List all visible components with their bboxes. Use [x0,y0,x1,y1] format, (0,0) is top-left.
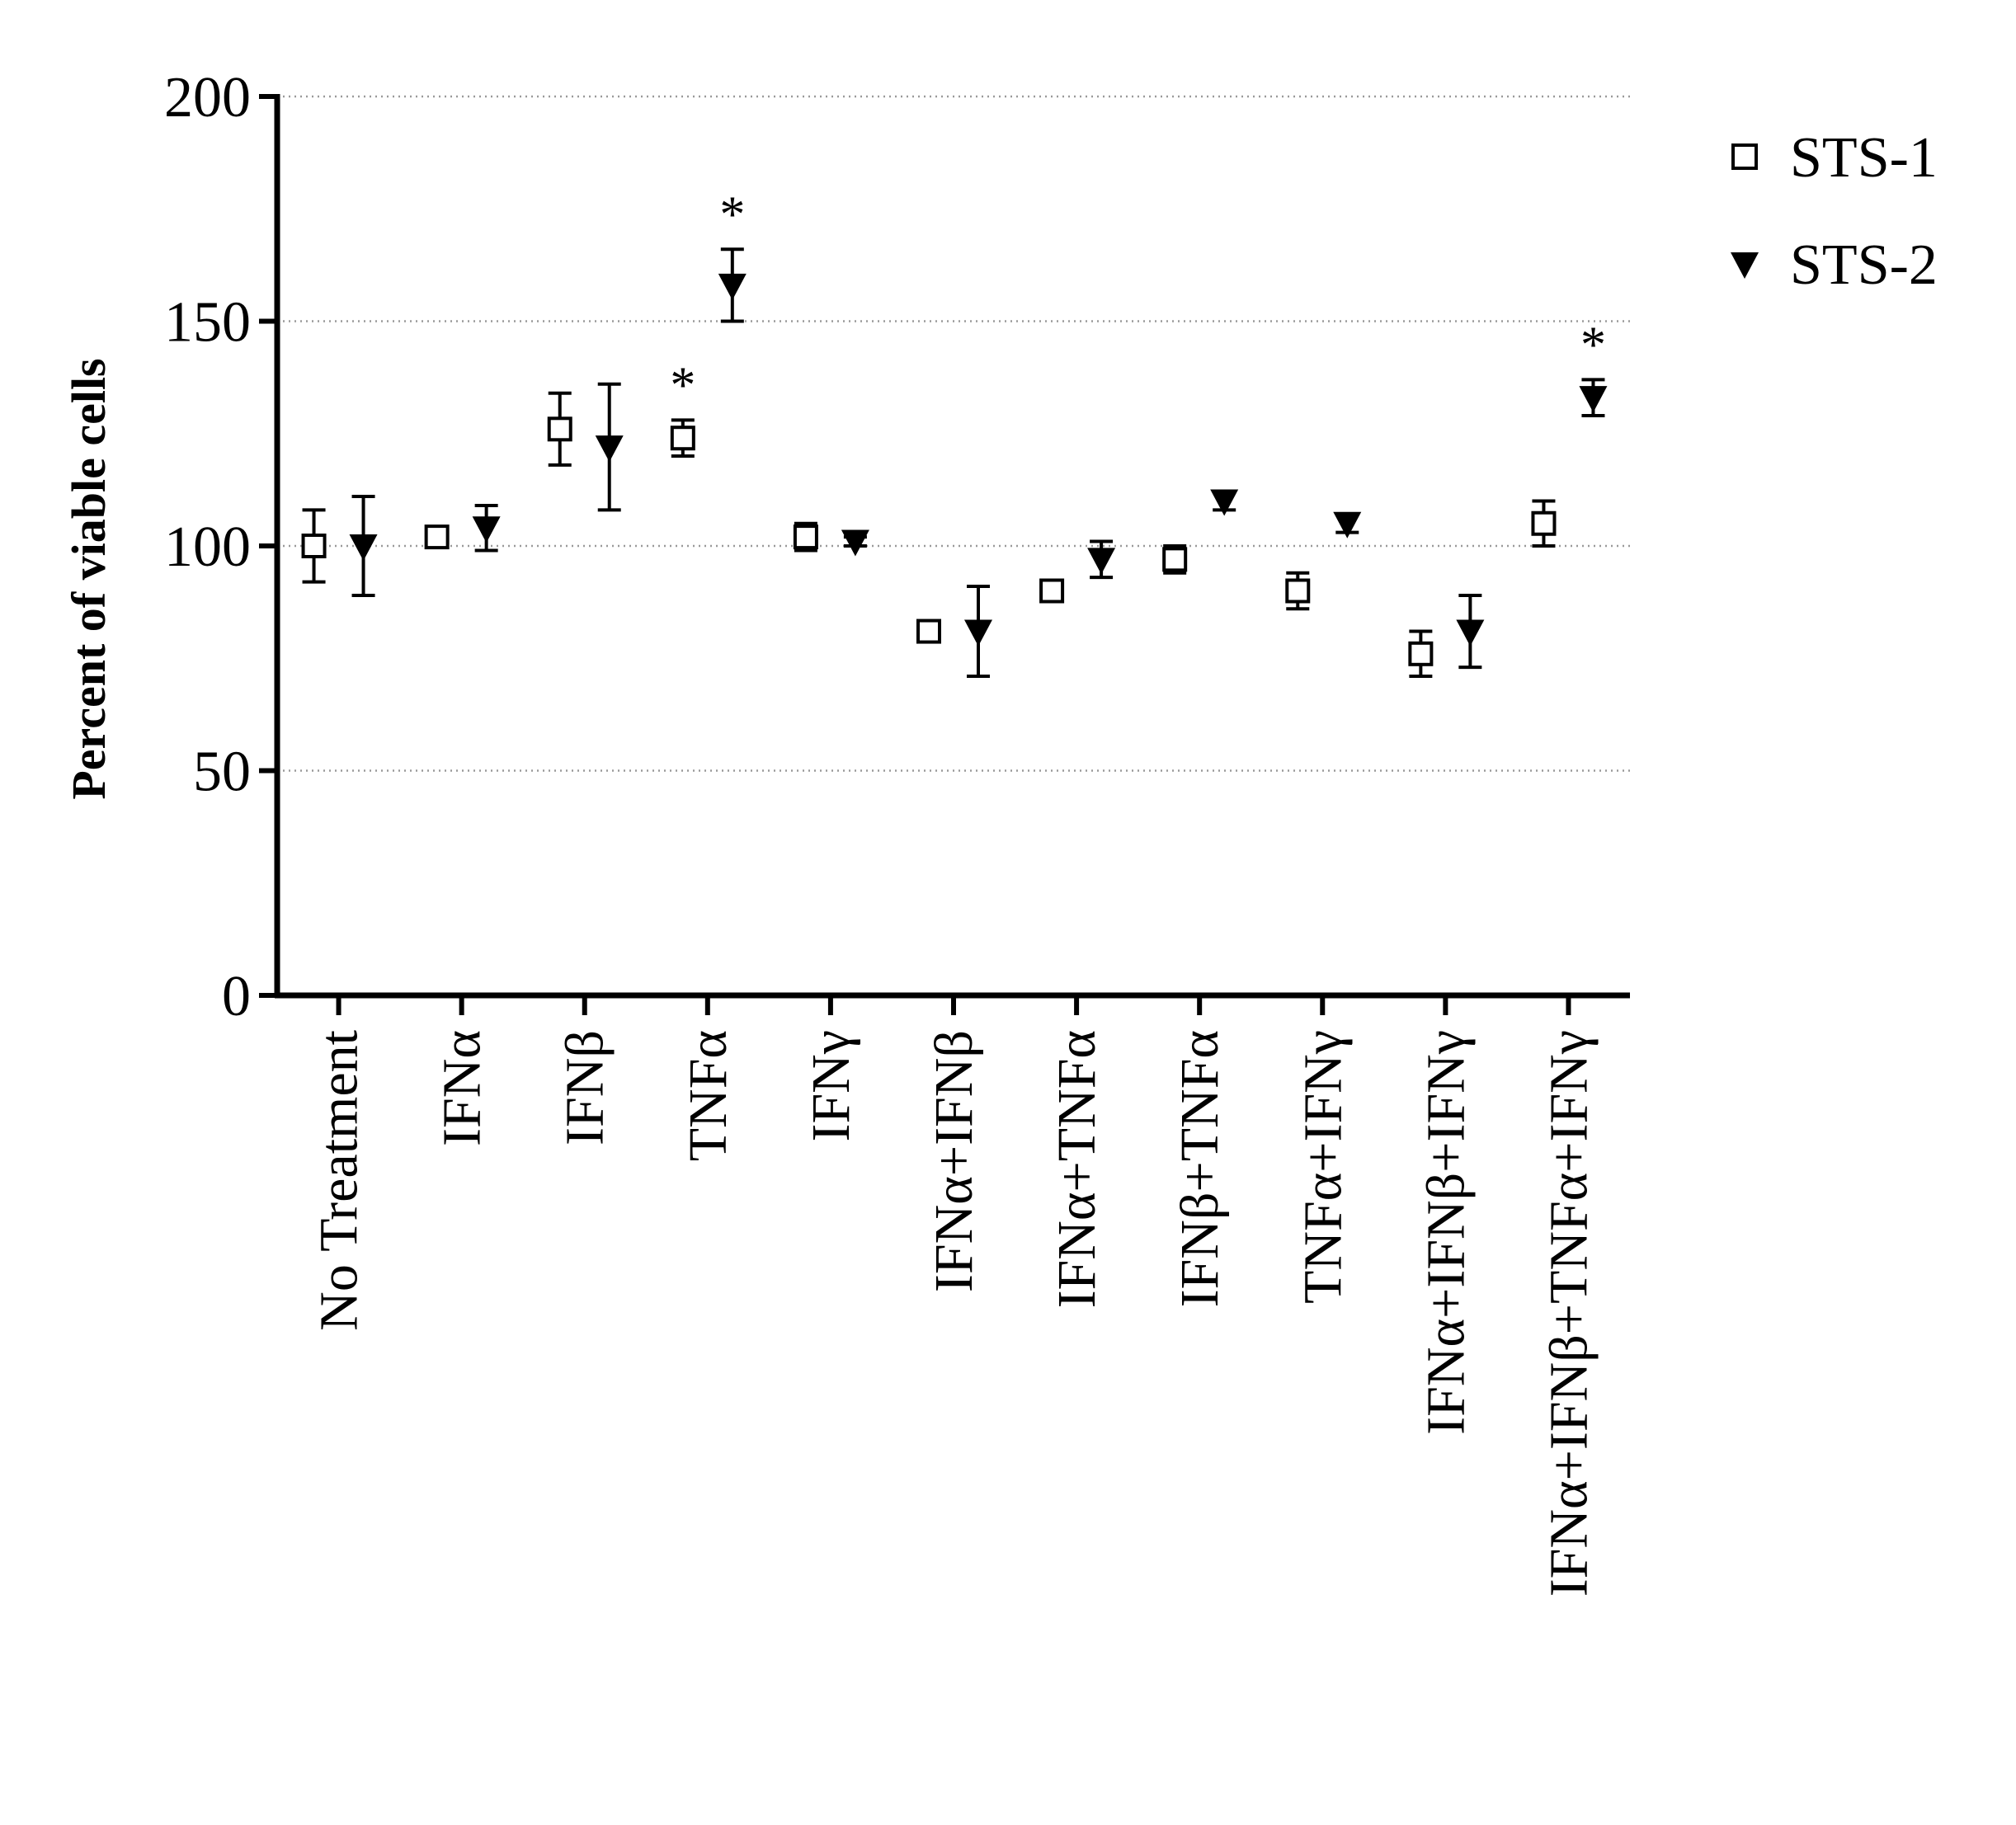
sts2-point [472,516,501,543]
y-axis-label: Percent of viable cells [62,358,115,799]
legend-swatch-sts2 [1731,252,1759,279]
legend-label: STS-1 [1790,126,1938,190]
sts2-point [718,273,747,300]
x-tick-label: TNFα+IFNγ [1293,1030,1353,1304]
x-tick-label: IFNα+TNFα [1047,1030,1107,1308]
sts2-point [1210,489,1239,516]
sts1-point [1162,547,1188,572]
sts2-point [841,529,869,557]
sts2-point [1333,511,1362,539]
sts2-point [1579,386,1608,413]
y-tick-label: 0 [222,965,251,1028]
axes: 0 50 100 150 200 Percent of viable cells No Tr… [62,66,1630,1597]
sts1-point [1039,578,1065,604]
sts1-point [670,426,695,451]
sts1-point [1408,641,1434,666]
x-tick-label: IFNβ [555,1030,615,1145]
legend-label: STS-2 [1790,233,1938,297]
x-tick-label: IFNα+IFNβ [924,1030,984,1292]
sts1-point [424,524,450,550]
significance-star: * [719,186,745,242]
sts1-point [1285,578,1311,604]
sts1-point [793,524,818,550]
x-tick-label: IFNγ [801,1030,861,1142]
y-tick-label: 100 [164,515,251,579]
data-marks: * * * [301,186,1608,679]
x-tick-label: TNFα [678,1030,738,1161]
y-tick-label: 200 [164,66,251,129]
x-tick-label: IFNα+IFNβ+IFNγ [1415,1030,1476,1435]
gridlines [277,95,1630,772]
sts2-point [595,435,624,463]
legend-swatch-sts1 [1731,143,1758,170]
x-tick-label: No Treatment [309,1030,370,1331]
sts2-point [1087,548,1116,575]
sts1-point [301,534,327,558]
y-tick-label: 50 [193,741,251,804]
x-tick-label: IFNβ+TNFα [1170,1030,1230,1307]
sts2-point [349,534,378,561]
y-tick-label: 150 [164,291,251,355]
x-tick-label: IFNα [432,1030,492,1146]
x-tick-label: IFNα+IFNβ+TNFα+IFNγ [1538,1030,1599,1597]
sts1-point [1531,510,1557,536]
significance-star: * [670,357,695,413]
sts2-point [1456,619,1485,647]
sts1-point [547,416,572,442]
legend: STS-1 STS-2 [1731,126,1938,297]
sts1-point [916,619,941,644]
significance-star: * [1580,317,1606,373]
sts2-point [964,619,992,647]
